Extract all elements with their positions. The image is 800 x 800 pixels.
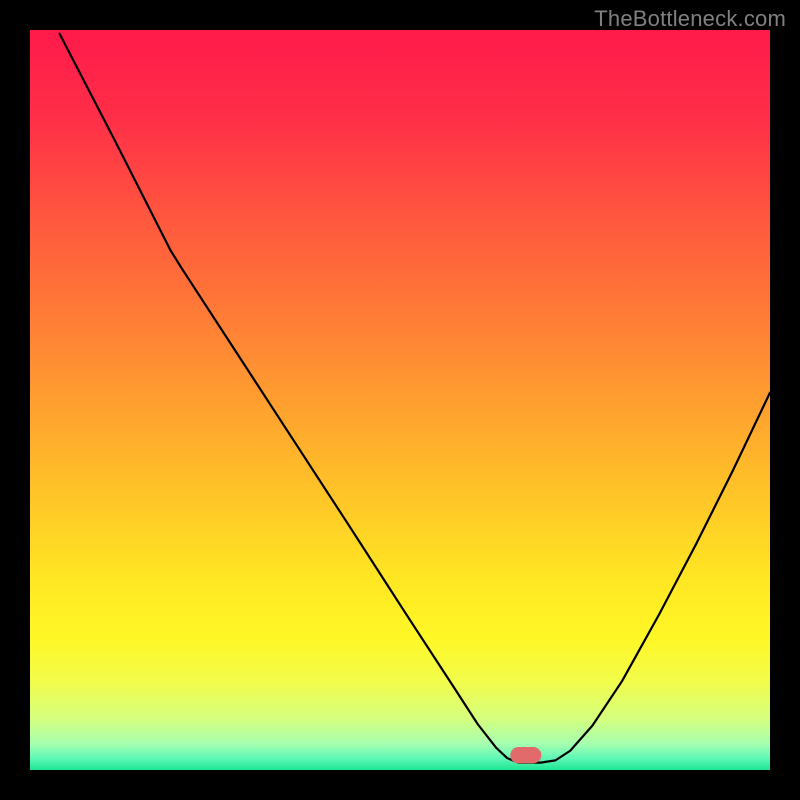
watermark-text: TheBottleneck.com xyxy=(594,6,786,32)
chart-container: TheBottleneck.com xyxy=(0,0,800,800)
optimum-marker xyxy=(510,747,541,763)
plot-area xyxy=(30,30,770,770)
chart-svg xyxy=(30,30,770,770)
gradient-background xyxy=(30,30,770,770)
